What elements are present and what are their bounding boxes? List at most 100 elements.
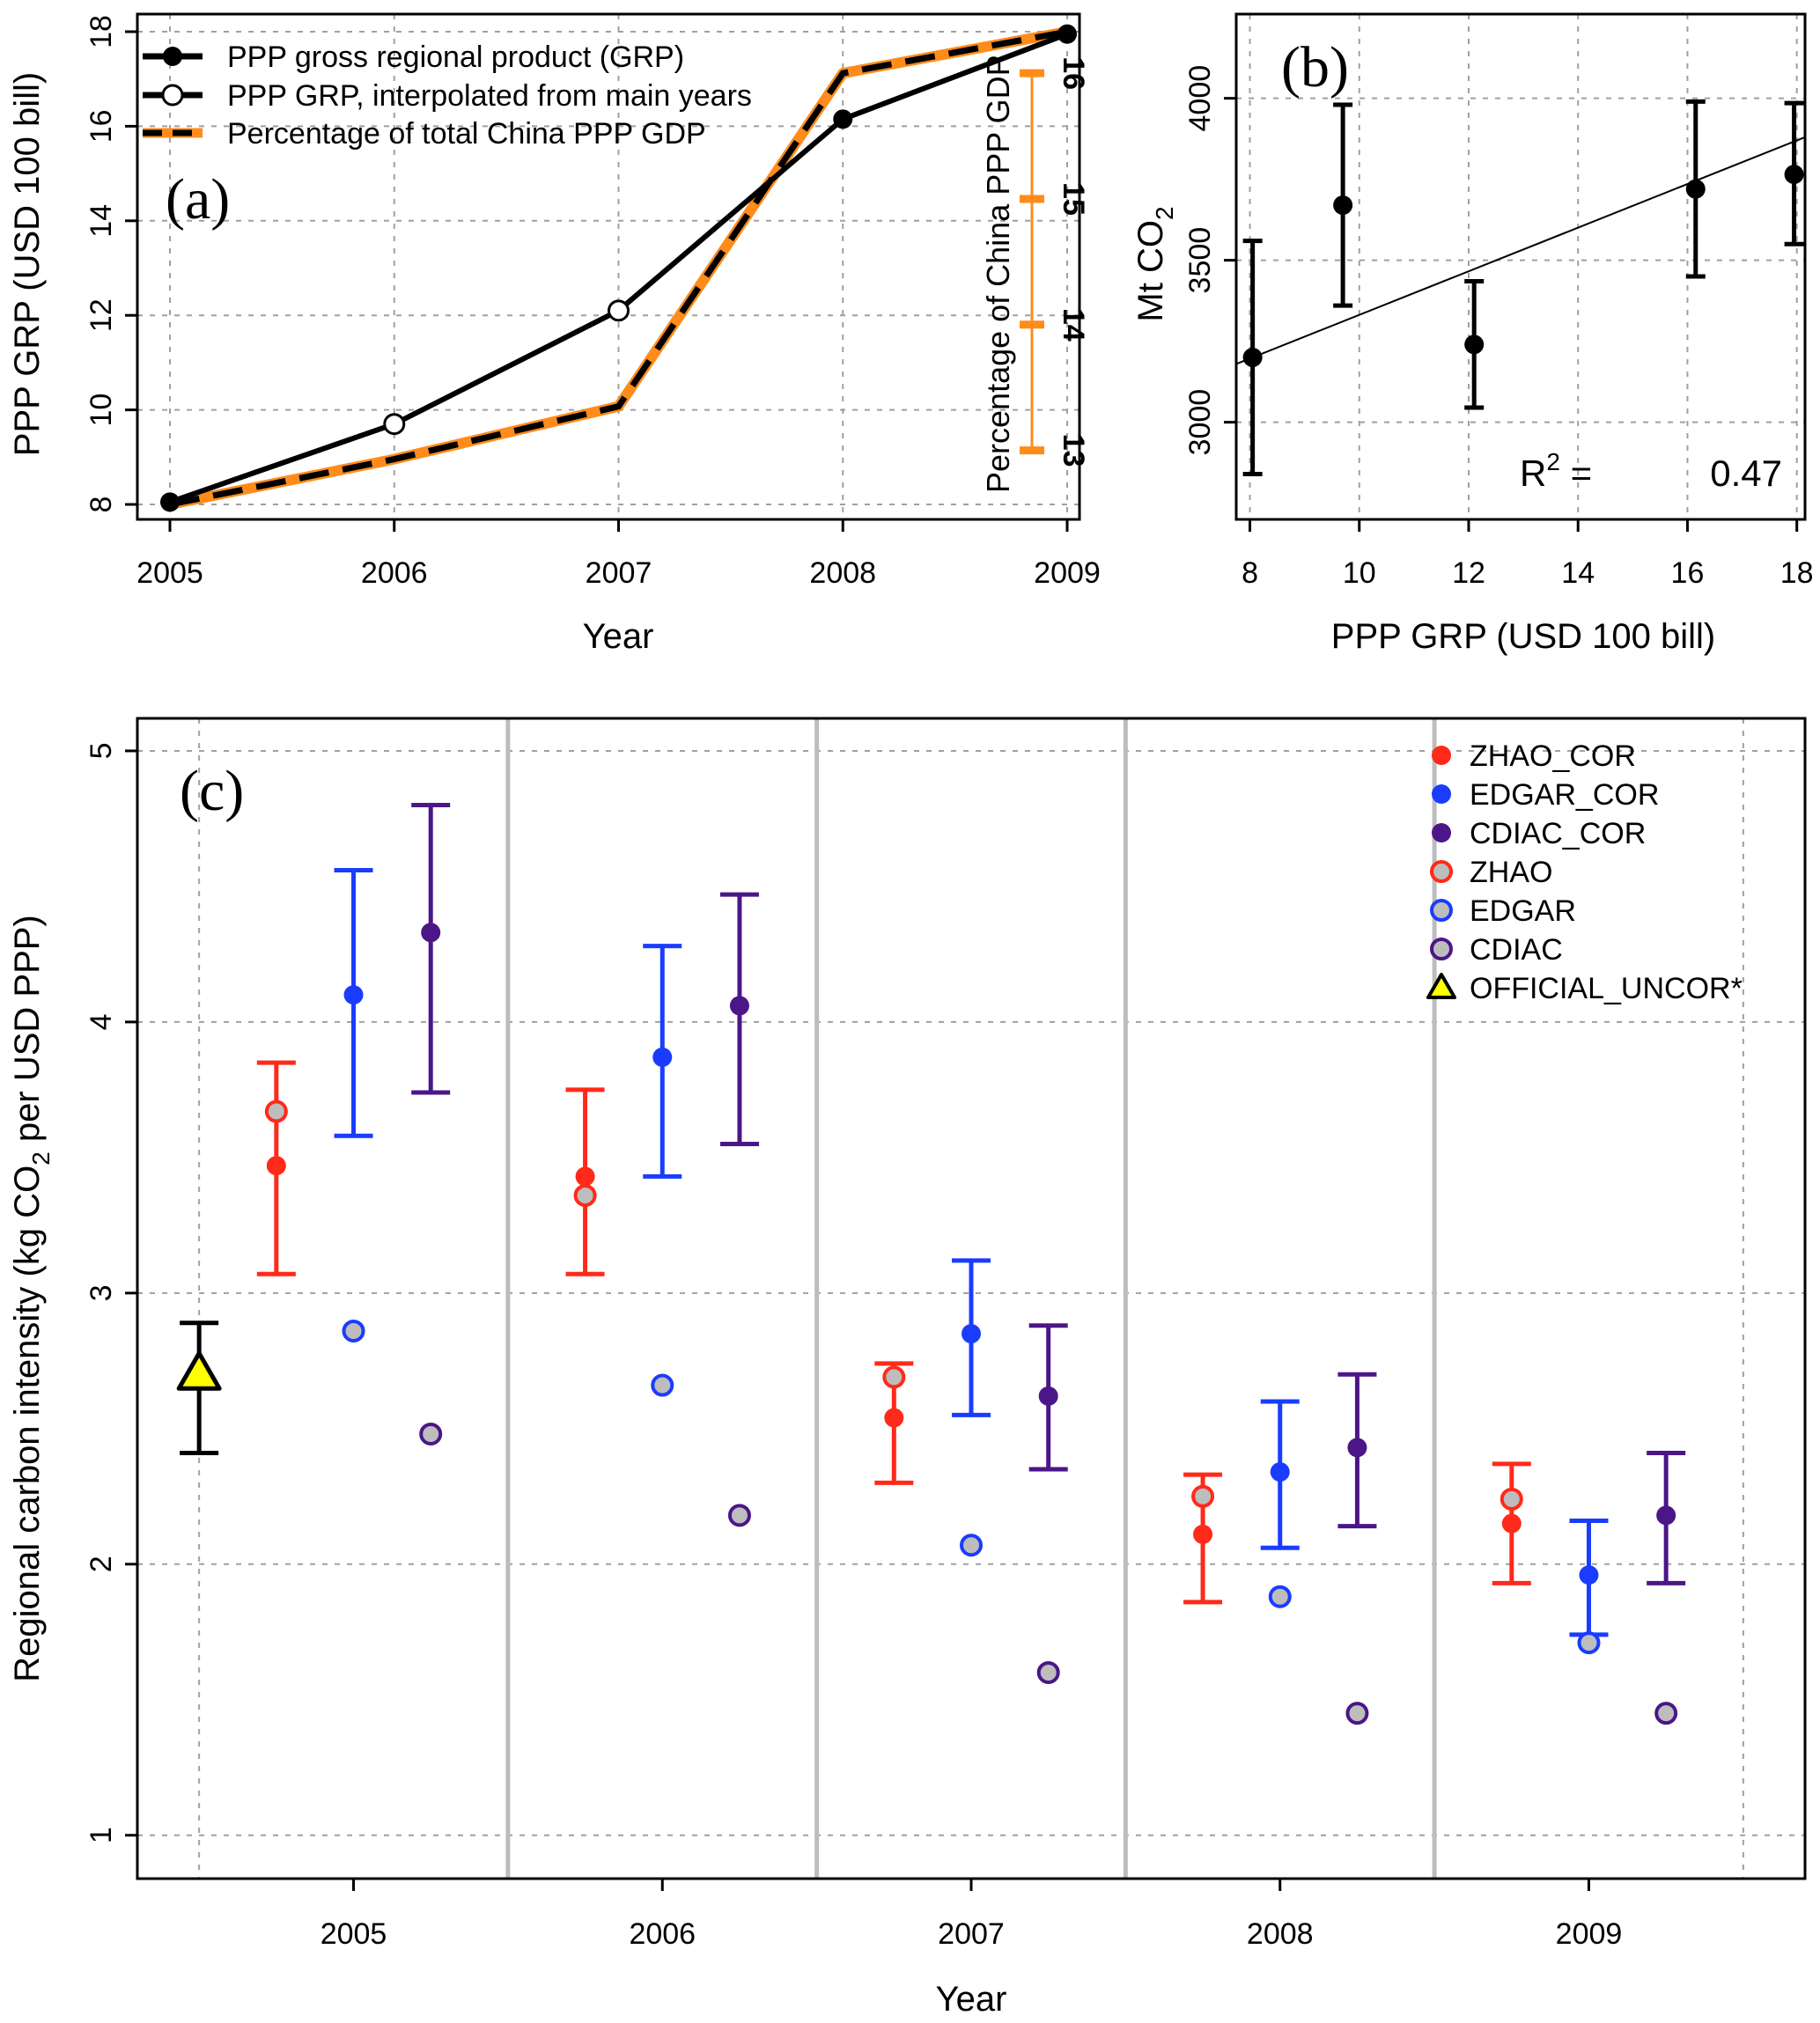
panel-c-y-tick-label: 4 xyxy=(85,1013,118,1030)
panel-c-y-title-sub: 2 xyxy=(27,1151,55,1166)
panel-b-scatter-chart: 8 10 12 14 16 18 3000 3500 4000 (b) PPP GRP (US… xyxy=(1131,12,1814,656)
cdiac-cor-point xyxy=(421,923,441,943)
legend-label: ZHAO xyxy=(1470,856,1552,889)
grp-point xyxy=(833,109,853,129)
panel-a-y-tick-label: 12 xyxy=(85,298,118,332)
edgar-point xyxy=(960,1534,983,1557)
r2-eq: = xyxy=(1560,452,1603,494)
edgar-point xyxy=(342,1319,365,1343)
zhao-point xyxy=(573,1183,597,1207)
panel-a-y2-tick-label: 13 xyxy=(1057,434,1090,467)
edgar-point xyxy=(1577,1631,1601,1655)
legend-marker-hollow xyxy=(1430,938,1453,960)
zhao-cor-point xyxy=(266,1156,286,1176)
panel-a-x-tick-label: 2008 xyxy=(809,556,876,590)
edgar-point xyxy=(1268,1585,1292,1608)
panel-b-x-axis-title: PPP GRP (USD 100 bill) xyxy=(1331,617,1715,656)
edgar-cor-point xyxy=(652,1047,673,1067)
legend-pct-label: Percentage of total China PPP GDP xyxy=(227,117,706,151)
panel-c-y-tick-label: 3 xyxy=(85,1284,118,1301)
panel-b-point xyxy=(1464,335,1485,355)
panel-b-label: (b) xyxy=(1281,35,1349,99)
panel-c-scatter-chart: 2005 2006 2007 2008 2009 1 2 3 4 5 ZHAO_COR EDGAR… xyxy=(8,717,1807,2019)
legend-marker-hollow xyxy=(1430,860,1453,883)
panel-b-y-title-sub: 2 xyxy=(1151,206,1178,220)
panel-a-frame xyxy=(136,12,1081,521)
edgar-cor-point xyxy=(1270,1462,1290,1482)
pct-series-line-dash xyxy=(169,28,1068,508)
panel-c-x-tick-label: 2006 xyxy=(629,1917,696,1951)
panel-c-x-tick-label: 2005 xyxy=(321,1917,387,1951)
zhao-cor-point xyxy=(1193,1524,1213,1544)
panel-b-x-tick-label: 12 xyxy=(1452,556,1485,590)
cdiac-cor-point xyxy=(729,996,749,1016)
legend-label: EDGAR xyxy=(1470,894,1576,928)
panel-b-y-title-main: Mt CO xyxy=(1131,220,1170,322)
panel-b-x-tick-label: 8 xyxy=(1242,556,1258,590)
panel-a-y-tick-label: 8 xyxy=(85,497,118,513)
legend-label: CDIAC xyxy=(1470,933,1563,967)
panel-a-x-axis-title: Year xyxy=(583,617,654,656)
zhao-cor-point xyxy=(884,1408,904,1428)
panel-b-fit-line xyxy=(1235,136,1806,365)
panel-c-y-axis-title: Regional carbon intensity (kg CO2 per US… xyxy=(8,915,55,1682)
panel-a-legend: PPP gross regional product (GRP) PPP GRP… xyxy=(143,40,752,151)
panel-b-point xyxy=(1685,179,1706,199)
legend-label: ZHAO_COR xyxy=(1470,739,1636,773)
panel-b-r2: R2 = xyxy=(1520,448,1603,494)
panel-c-label: (c) xyxy=(180,759,244,823)
r2-label: R xyxy=(1520,452,1546,494)
panel-b-point xyxy=(1333,195,1353,216)
panel-c-x-tick-label: 2009 xyxy=(1556,1917,1623,1951)
panel-b-y-tick-label: 4000 xyxy=(1183,65,1217,132)
panel-b-point xyxy=(1784,165,1804,185)
panel-a-x-tick-label: 2005 xyxy=(136,556,203,590)
cdiac-point xyxy=(727,1504,751,1527)
grp-interpolated-point xyxy=(383,413,406,436)
panel-b-y-axis-title: Mt CO2 xyxy=(1131,206,1178,321)
legend-interp-label: PPP GRP, interpolated from main years xyxy=(227,79,752,113)
edgar-cor-point xyxy=(1579,1565,1599,1585)
zhao-point xyxy=(1499,1487,1523,1511)
panel-a-line-chart: 2005 2006 2007 2008 2009 8 10 12 14 16 18 13 14 15 1… xyxy=(8,12,1101,656)
edgar-point xyxy=(651,1373,674,1397)
legend-marker-triangle xyxy=(1426,973,1456,999)
panel-b-frame xyxy=(1234,12,1807,521)
cdiac-point xyxy=(1654,1702,1678,1725)
cdiac-point xyxy=(1036,1660,1060,1684)
panel-a-x-tick-label: 2009 xyxy=(1034,556,1101,590)
panel-c-x-tick-label: 2008 xyxy=(1247,1917,1314,1951)
panel-c-y-tick-label: 5 xyxy=(85,742,118,759)
zhao-cor-point xyxy=(575,1166,595,1187)
panel-a-x-tick-label: 2007 xyxy=(586,556,652,590)
panel-c-y-title-a: Regional carbon intensity (kg CO xyxy=(8,1166,47,1682)
panel-b-x-tick-label: 14 xyxy=(1561,556,1595,590)
panel-a-y2-axis-title: Percentage of China PPP GDP xyxy=(980,55,1016,493)
legend-label: EDGAR_COR xyxy=(1470,778,1659,812)
zhao-point xyxy=(264,1100,288,1123)
panel-b-y-tick-label: 3000 xyxy=(1183,389,1217,456)
legend-marker-filled xyxy=(1432,784,1451,804)
panel-c-x-axis-title: Year xyxy=(936,1980,1007,2019)
panel-c-y-tick-label: 1 xyxy=(85,1827,118,1843)
cdiac-cor-point xyxy=(1656,1505,1676,1526)
panel-a-y-tick-label: 14 xyxy=(85,204,118,238)
legend-label: OFFICIAL_UNCOR* xyxy=(1470,972,1743,1005)
zhao-point xyxy=(1191,1484,1215,1508)
edgar-cor-point xyxy=(343,985,364,1005)
legend-marker-hollow xyxy=(1430,899,1453,922)
panel-a-y-tick-label: 16 xyxy=(85,109,118,143)
edgar-cor-point xyxy=(962,1324,981,1344)
panel-c-legend: ZHAO_COR EDGAR_COR CDIAC_COR ZHAO EDGAR CDIAC… xyxy=(1426,739,1743,1005)
panel-b-x-tick-label: 10 xyxy=(1343,556,1376,590)
legend-marker-filled xyxy=(1432,746,1451,765)
panel-a-y-tick-label: 10 xyxy=(85,394,118,427)
grp-interpolated-point xyxy=(608,299,630,322)
panel-a-y2-tick-label: 16 xyxy=(1057,56,1090,90)
legend-grp-marker xyxy=(163,47,182,66)
panel-b-r2-value: 0.47 xyxy=(1710,452,1782,494)
legend-grp-label: PPP gross regional product (GRP) xyxy=(227,40,684,74)
panel-c-y-tick-label: 2 xyxy=(85,1556,118,1572)
legend-marker-filled xyxy=(1432,823,1451,842)
